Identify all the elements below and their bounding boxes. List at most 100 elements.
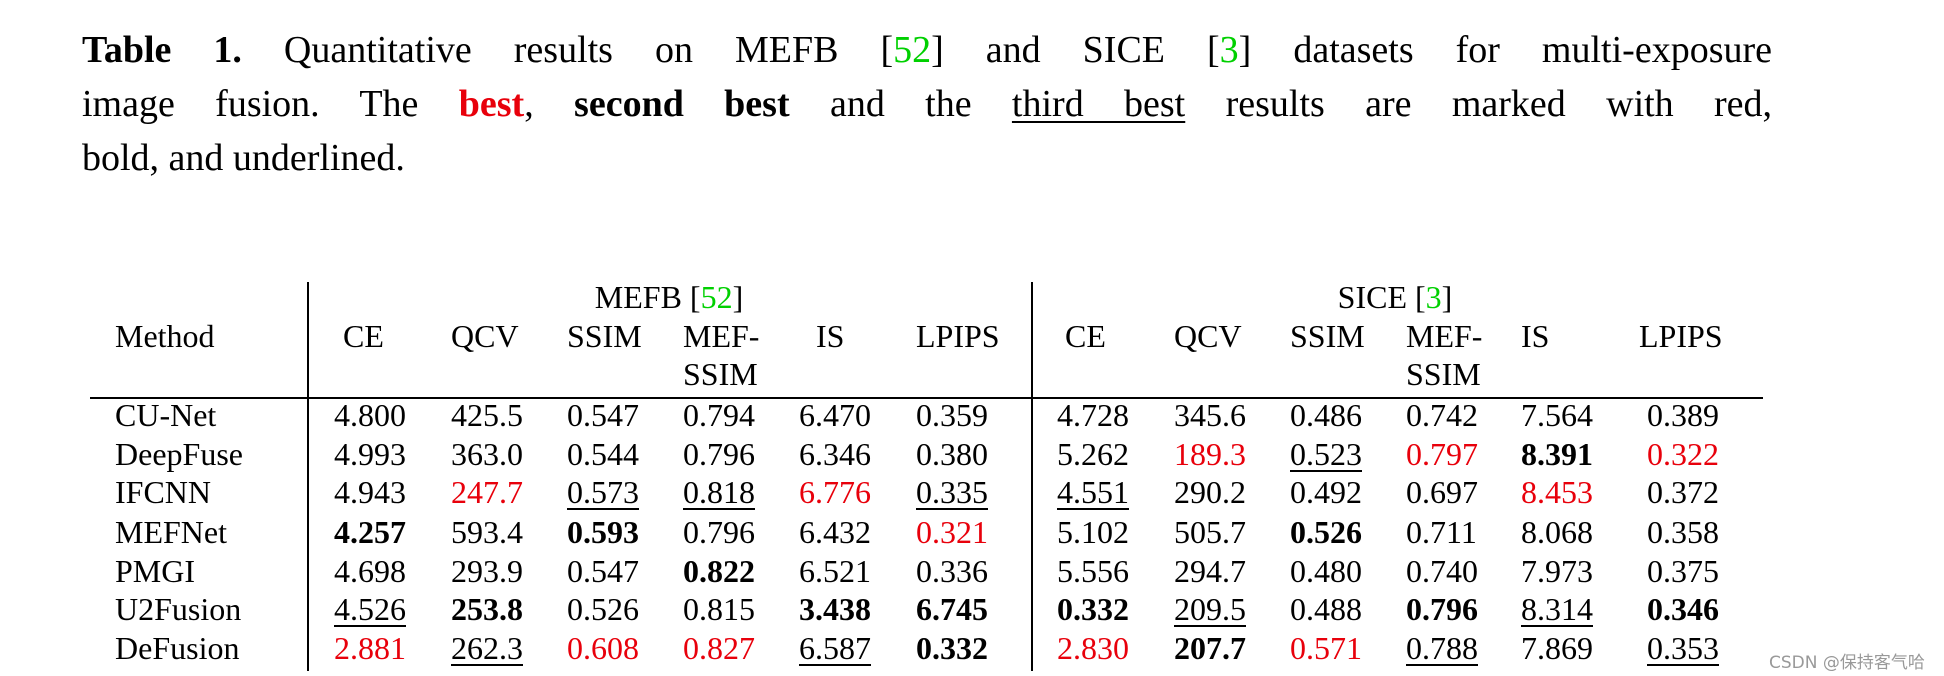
table-cell: 7.973	[1521, 551, 1593, 591]
table-cell: 4.993	[334, 434, 406, 474]
table-cell: 0.796	[683, 434, 755, 474]
caption-text: best	[458, 83, 525, 125]
table-cell: 8.068	[1521, 512, 1593, 552]
cell-value: 4.993	[334, 436, 406, 472]
cell-value: 0.796	[683, 436, 755, 472]
cell-value: 6.776	[799, 474, 871, 510]
caption-text: ,	[524, 83, 575, 125]
table-cell: 6.432	[799, 512, 871, 552]
method-name: DeepFuse	[115, 436, 243, 472]
cell-value: 0.321	[916, 514, 988, 550]
cell-value: 4.728	[1057, 397, 1129, 433]
table-cell: 0.822	[683, 551, 755, 591]
table-cell: 0.480	[1290, 551, 1362, 591]
cell-value: 0.526	[567, 591, 639, 627]
table-cell: 6.470	[799, 395, 871, 435]
cell-value: 293.9	[451, 553, 523, 589]
table-cell: 0.526	[1290, 512, 1362, 552]
table-cell: 2.830	[1057, 628, 1129, 668]
vertical-rule	[307, 282, 309, 671]
table-cell: 290.2	[1174, 472, 1246, 512]
caption-line: image fusion. The best, second best and …	[82, 77, 1772, 131]
column-header: LPIPS	[916, 318, 1000, 354]
table-cell: 0.608	[567, 628, 639, 668]
table-cell: 0.711	[1406, 512, 1477, 552]
table-cell: 0.571	[1290, 628, 1362, 668]
cell-value: 4.526	[334, 591, 406, 627]
cell-value: 247.7	[451, 474, 523, 510]
table-cell: 4.698	[334, 551, 406, 591]
caption-text: 3	[1219, 29, 1239, 71]
table-cell: 593.4	[451, 512, 523, 552]
column-header: MEF-	[683, 318, 760, 354]
table-cell: 0.796	[1406, 589, 1478, 629]
cell-value: 2.830	[1057, 630, 1129, 666]
cell-value: 363.0	[451, 436, 523, 472]
table-cell: 0.547	[567, 395, 639, 435]
cell-value: 0.526	[1290, 514, 1362, 550]
group-header-text: MEFB [	[594, 279, 701, 315]
cell-value: 0.332	[916, 630, 988, 666]
column-header: MEF-	[1406, 318, 1483, 354]
group-header-text: ]	[732, 279, 744, 315]
cell-value: 0.796	[1406, 591, 1478, 627]
method-name: MEFNet	[115, 514, 227, 550]
table-cell: 0.353	[1647, 628, 1719, 668]
method-name: PMGI	[115, 553, 196, 589]
cell-value: 0.573	[567, 474, 639, 510]
cell-value: 0.336	[916, 553, 988, 589]
cell-value: 0.380	[916, 436, 988, 472]
cell-value: 0.815	[683, 591, 755, 627]
cell-value: 0.711	[1406, 514, 1477, 550]
table-cell: 0.523	[1290, 434, 1362, 474]
cell-value: 0.818	[683, 474, 755, 510]
cell-value: 0.697	[1406, 474, 1478, 510]
cell-value: 4.257	[334, 514, 406, 550]
column-header: IS	[816, 318, 845, 354]
table-cell: 5.102	[1057, 512, 1129, 552]
cell-value: 253.8	[451, 591, 523, 627]
caption-text: third best	[1011, 83, 1186, 125]
table-cell: 2.881	[334, 628, 406, 668]
method-name: U2Fusion	[115, 591, 242, 627]
cell-value: 6.521	[799, 553, 871, 589]
table-cell: 0.372	[1647, 472, 1719, 512]
table-cell: 0.321	[916, 512, 988, 552]
cell-value: 207.7	[1174, 630, 1246, 666]
cell-value: 425.5	[451, 397, 523, 433]
column-header: QCV	[1174, 318, 1242, 354]
cell-value: 0.332	[1057, 591, 1129, 627]
table-cell: 0.526	[567, 589, 639, 629]
cell-value: 0.389	[1647, 397, 1719, 433]
table-cell: 0.492	[1290, 472, 1362, 512]
table-cell: 0.797	[1406, 434, 1478, 474]
cell-value: 294.7	[1174, 553, 1246, 589]
cell-value: 0.593	[567, 514, 639, 550]
cell-value: 4.551	[1057, 474, 1129, 510]
cell-value: 2.881	[334, 630, 406, 666]
table-cell: 7.564	[1521, 395, 1593, 435]
table-cell: 0.818	[683, 472, 755, 512]
cell-value: 8.453	[1521, 474, 1593, 510]
table-cell: 0.794	[683, 395, 755, 435]
table-cell: 5.556	[1057, 551, 1129, 591]
cell-value: 0.486	[1290, 397, 1362, 433]
caption-text: Quantitative results on MEFB [	[241, 29, 894, 71]
table-cell: 4.728	[1057, 395, 1129, 435]
table-cell: 294.7	[1174, 551, 1246, 591]
table-cell: 345.6	[1174, 395, 1246, 435]
table-cell: 0.488	[1290, 589, 1362, 629]
table-cell: 0.815	[683, 589, 755, 629]
cell-value: 5.556	[1057, 553, 1129, 589]
caption-line: Table 1. Quantitative results on MEFB [5…	[82, 23, 1772, 77]
cell-value: 593.4	[451, 514, 523, 550]
cell-value: 4.943	[334, 474, 406, 510]
cell-value: 0.372	[1647, 474, 1719, 510]
table-cell: 4.943	[334, 472, 406, 512]
table-cell: 0.335	[916, 472, 988, 512]
column-header: SSIM	[1290, 318, 1365, 354]
cell-value: 7.564	[1521, 397, 1593, 433]
cell-value: 0.492	[1290, 474, 1362, 510]
cell-value: 7.869	[1521, 630, 1593, 666]
